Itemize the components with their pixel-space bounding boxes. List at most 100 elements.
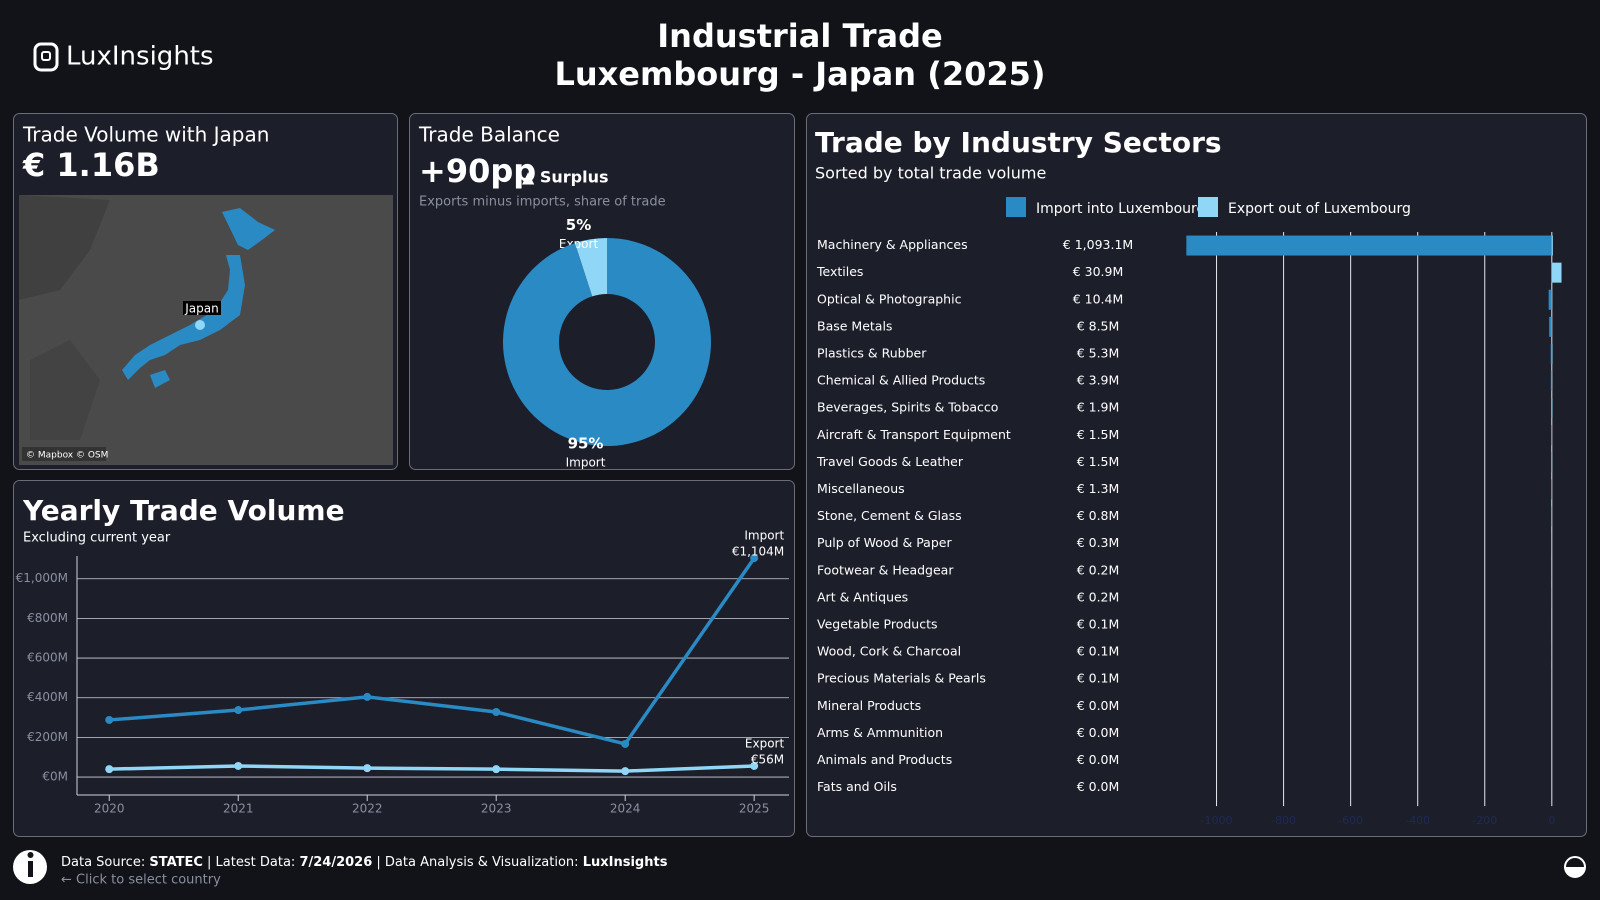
total-label: € 0.3M (1077, 535, 1120, 550)
card-title: Trade Volume with Japan (22, 123, 269, 147)
category-label: Wood, Cork & Charcoal (817, 644, 961, 659)
map-region[interactable] (122, 208, 275, 388)
footer-hint[interactable]: ← Click to select country (61, 873, 221, 888)
legend-swatch (1198, 197, 1218, 217)
line-point (750, 761, 759, 770)
line-point (621, 739, 630, 748)
bar (1549, 316, 1552, 337)
category-label: Footwear & Headgear (817, 562, 954, 577)
kpi-value: +90pp (419, 152, 536, 190)
series-name: Import (744, 529, 784, 543)
x-tick-label: 2022 (352, 802, 383, 816)
x-tick-label: 0 (1548, 814, 1555, 827)
category-label: Chemical & Allied Products (817, 373, 985, 388)
bar (1186, 235, 1552, 256)
pie-category-label: Import (566, 455, 606, 469)
y-tick-label: €800M (27, 611, 68, 625)
line-point (492, 765, 501, 774)
x-tick-label: 2020 (94, 802, 125, 816)
footer-label: | Data Analysis & Visualization: (376, 855, 578, 870)
pie-slice (502, 238, 711, 446)
theme-toggle (1565, 867, 1585, 877)
chart-subtitle: Excluding current year (23, 531, 171, 546)
y-tick-label: €600M (27, 651, 68, 665)
pie-slice (574, 238, 607, 297)
card (13, 480, 795, 837)
chart-subtitle: Sorted by total trade volume (815, 164, 1046, 183)
total-label: € 0.0M (1077, 725, 1120, 740)
line-series (109, 764, 755, 773)
category-label: Aircraft & Transport Equipment (817, 427, 1011, 442)
category-label: Art & Antiques (817, 589, 908, 604)
attribution-bg (22, 447, 106, 461)
total-label: € 1.5M (1077, 427, 1120, 442)
x-tick-label: -1000 (1201, 814, 1233, 827)
footer-text: Data Source: STATEC | Latest Data: 7/24/… (61, 855, 668, 870)
category-label: Beverages, Spirits & Tobacco (817, 400, 998, 415)
map-land (19, 195, 110, 300)
pie-value-label: 5% (566, 216, 591, 234)
total-label: € 0.0M (1077, 698, 1120, 713)
card-title: Trade Balance (418, 123, 560, 147)
map-marker[interactable] (195, 320, 205, 330)
value-label: €56M (751, 752, 784, 766)
value-label: €1,104M (732, 545, 784, 559)
footer-label: Data Source: (61, 855, 145, 870)
total-label: € 0.1M (1077, 644, 1120, 659)
total-label: € 0.8M (1077, 508, 1120, 523)
bar (1551, 262, 1562, 283)
category-label: Optical & Photographic (817, 291, 962, 306)
footer-value: 7/24/2026 (299, 855, 372, 870)
bar (1551, 262, 1552, 283)
category-label: Plastics & Rubber (817, 345, 927, 360)
y-tick-label: €200M (27, 730, 68, 744)
category-label: Mineral Products (817, 698, 921, 713)
attribution: © Mapbox © OSM (26, 451, 108, 461)
x-tick-label: 2024 (610, 802, 641, 816)
x-tick-label: -600 (1338, 814, 1363, 827)
legend-label: Import into Luxembourg (1036, 201, 1205, 217)
bar (1551, 235, 1553, 256)
chart-title: Yearly Trade Volume (22, 494, 345, 527)
x-tick-label: 2023 (481, 802, 512, 816)
bar-chart: Trade by Industry Sectors Sorted by total… (815, 126, 1562, 827)
total-label: € 0.0M (1077, 752, 1120, 767)
legend-label: Export out of Luxembourg (1228, 201, 1411, 217)
total-label: € 1.5M (1077, 454, 1120, 469)
kpi-value: € 1.16B (22, 146, 160, 184)
bar (1551, 398, 1553, 419)
total-label: € 5.3M (1077, 345, 1120, 360)
category-label: Machinery & Appliances (817, 237, 968, 252)
y-tick-label: €400M (27, 690, 68, 704)
category-label: Base Metals (817, 318, 892, 333)
line-point (750, 554, 759, 563)
line-point (234, 706, 243, 715)
category-label: Miscellaneous (817, 481, 905, 496)
footer-value: LuxInsights (583, 855, 668, 870)
line-point (363, 764, 372, 773)
logo-icon (33, 42, 59, 72)
footer-label: | Latest Data: (207, 855, 295, 870)
chart-title: Trade by Industry Sectors (815, 126, 1222, 159)
map-label: Japan (184, 302, 218, 316)
category-label: Travel Goods & Leather (816, 454, 964, 469)
title: Luxembourg - Japan (2025) (554, 55, 1045, 93)
logo-icon (41, 51, 51, 61)
total-label: € 1.3M (1077, 481, 1120, 496)
line-point (234, 761, 243, 770)
legend-swatch (1006, 197, 1026, 217)
category-label: Animals and Products (817, 752, 952, 767)
info-icon (27, 852, 34, 858)
info-icon (28, 861, 33, 877)
line-point (105, 765, 114, 774)
category-label: Vegetable Products (817, 616, 938, 631)
line-point (492, 708, 501, 717)
category-label: Textiles (816, 264, 863, 279)
category-label: Fats and Oils (817, 779, 897, 794)
bar (1548, 289, 1552, 310)
total-label: € 10.4M (1073, 291, 1124, 306)
logo[interactable]: LuxInsights (66, 42, 214, 72)
title: Industrial Trade (657, 17, 942, 55)
x-tick-label: -200 (1472, 814, 1497, 827)
